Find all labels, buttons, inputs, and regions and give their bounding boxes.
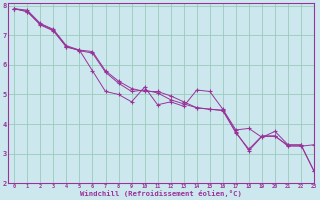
X-axis label: Windchill (Refroidissement éolien,°C): Windchill (Refroidissement éolien,°C) (80, 190, 242, 197)
